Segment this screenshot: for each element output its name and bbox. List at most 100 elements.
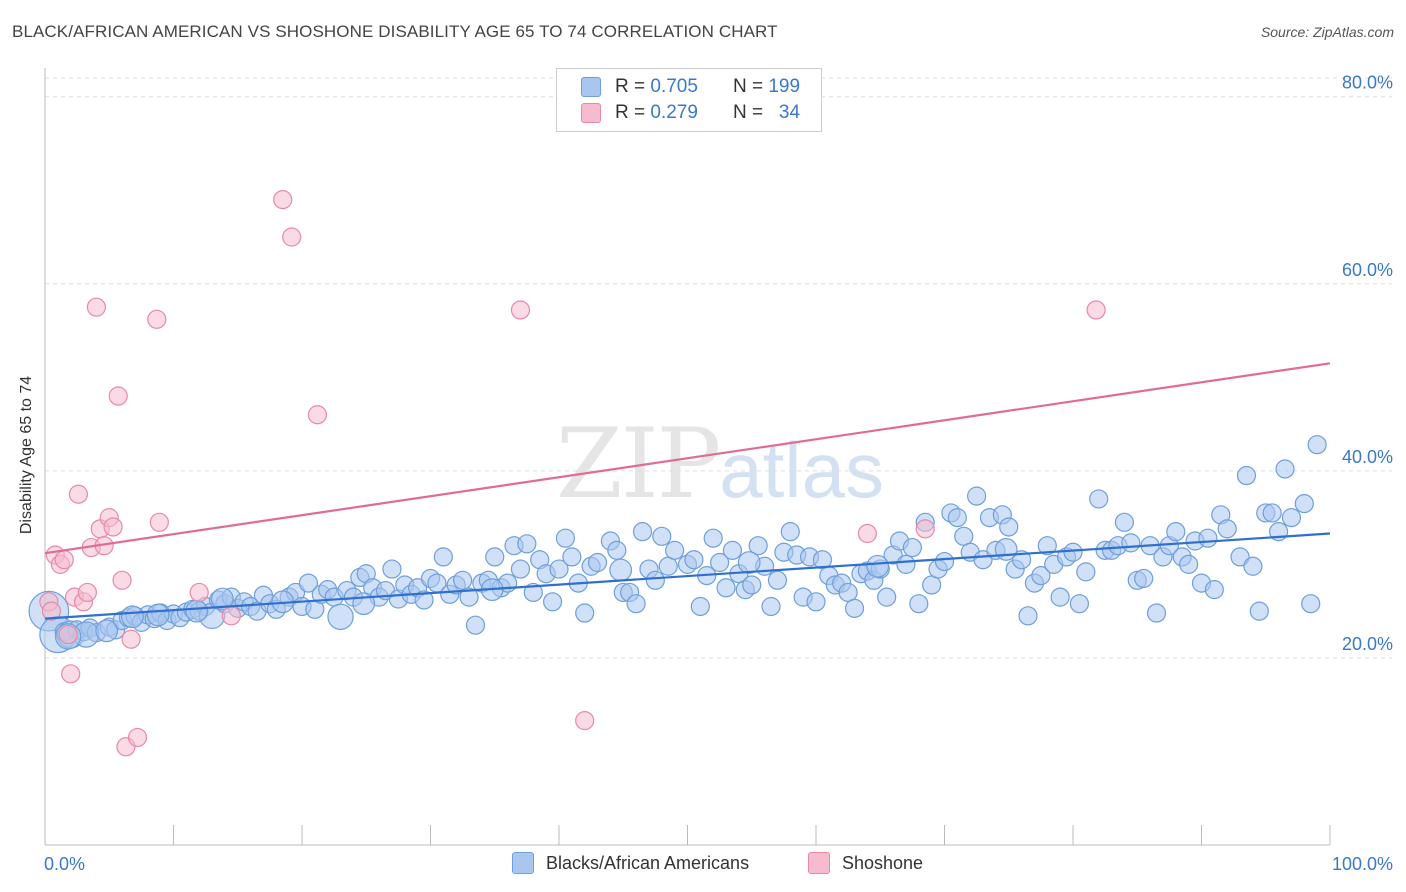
data-point-blacks [562, 547, 582, 567]
data-point-blacks [510, 559, 531, 579]
data-point-blacks [1262, 503, 1282, 523]
data-point-blacks [433, 547, 453, 567]
data-point-blacks [909, 594, 929, 614]
trend-lines [44, 362, 1331, 620]
data-point-blacks [1050, 587, 1070, 607]
data-point-blacks [645, 570, 665, 590]
y-tick-label: 40.0% [1342, 447, 1393, 467]
data-point-blacks [902, 537, 922, 558]
axes [44, 68, 1331, 846]
data-point-blacks [1063, 542, 1083, 562]
legend-swatch-pink [808, 852, 830, 874]
data-point-blacks [453, 570, 473, 590]
data-point-shoshone [108, 386, 128, 406]
data-point-blacks [1069, 594, 1090, 614]
data-point-blacks [967, 486, 987, 506]
data-point-blacks [185, 599, 209, 623]
legend-n-value: 34 [778, 102, 801, 123]
legend-n-value: 199 [768, 76, 801, 97]
data-point-shoshone [189, 582, 209, 603]
data-point-blacks [806, 592, 826, 612]
data-point-shoshone [221, 606, 241, 626]
series-legend: Blacks/African Americans Shoshone [0, 852, 1406, 878]
legend-n-label: N = [732, 102, 764, 123]
data-point-blacks [1146, 603, 1167, 623]
data-point-blacks [587, 552, 608, 573]
legend-item-shoshone[interactable]: Shoshone [808, 852, 923, 874]
data-point-blacks [999, 517, 1019, 537]
legend-row-blacks: R = 0.705 N = 199 [581, 75, 800, 99]
data-point-shoshone [41, 601, 62, 621]
data-point-blacks [120, 605, 144, 629]
data-point-blacks [1236, 465, 1257, 486]
data-point-blacks [632, 522, 653, 542]
data-point-shoshone [282, 227, 302, 247]
data-point-blacks [210, 587, 234, 611]
data-point-shoshone [68, 484, 89, 504]
legend-r-label: R = [615, 76, 646, 97]
data-point-blacks [485, 547, 505, 567]
data-point-blacks [658, 556, 678, 576]
data-point-blacks [607, 540, 627, 560]
data-point-blacks [748, 536, 768, 556]
data-point-blacks [575, 603, 595, 623]
data-point-shoshone [307, 405, 328, 425]
data-point-blacks [710, 552, 730, 573]
data-point-blacks [1134, 568, 1154, 589]
data-point-shoshone [149, 512, 169, 532]
legend-row-shoshone: R = 0.279 N = 34 [581, 101, 800, 125]
tick-labels: 20.0% 40.0% 60.0% 80.0% 0.0% 100.0% [44, 73, 1393, 874]
data-point-blacks [877, 587, 897, 607]
legend-item-blacks[interactable]: Blacks/African Americans [512, 852, 749, 874]
legend-n-label: N = [732, 76, 764, 97]
data-point-blacks [994, 538, 1018, 561]
data-point-shoshone [112, 570, 132, 590]
y-tick-label: 60.0% [1342, 260, 1393, 280]
data-point-blacks [1294, 493, 1314, 514]
data-point-blacks [684, 550, 704, 570]
data-point-shoshone [61, 664, 81, 684]
data-point-blacks [690, 596, 710, 617]
data-point-blacks [1089, 489, 1109, 509]
data-point-shoshone [1086, 300, 1106, 320]
data-point-blacks [742, 575, 762, 595]
legend-r-label: R = [615, 102, 646, 123]
series-shoshone-points [39, 189, 1106, 757]
data-point-blacks [609, 558, 633, 582]
data-point-blacks [542, 592, 563, 612]
legend-r-value: 0.279 [650, 102, 698, 123]
watermark-zip: ZIP [556, 408, 721, 520]
data-point-blacks [934, 551, 955, 572]
data-point-blacks [954, 526, 974, 546]
data-point-blacks [1230, 547, 1250, 567]
trend-line-blacks [44, 532, 1331, 620]
data-point-shoshone [147, 309, 167, 329]
data-point-blacks [767, 570, 788, 590]
data-point-blacks [382, 559, 402, 579]
data-point-blacks [844, 598, 865, 618]
data-point-blacks [665, 540, 685, 560]
data-point-blacks [555, 528, 576, 548]
y-tick-label: 20.0% [1342, 634, 1393, 654]
data-point-blacks [1249, 601, 1269, 621]
data-point-blacks [1121, 533, 1141, 553]
data-point-blacks [1307, 435, 1327, 455]
data-point-blacks [1198, 528, 1218, 548]
data-point-blacks [626, 594, 646, 614]
data-point-blacks [549, 559, 569, 579]
data-point-blacks [1217, 519, 1237, 539]
data-point-shoshone [273, 189, 293, 210]
data-point-shoshone [54, 550, 74, 570]
data-point-blacks [517, 534, 537, 554]
data-point-blacks [1204, 580, 1224, 600]
data-point-shoshone [915, 519, 935, 539]
data-point-blacks [780, 522, 800, 542]
data-point-blacks [1179, 554, 1199, 574]
data-point-blacks [95, 619, 119, 643]
legend-swatch-blue [512, 852, 534, 874]
data-point-shoshone [510, 300, 531, 320]
data-point-blacks [703, 528, 723, 548]
y-tick-label: 80.0% [1342, 73, 1393, 93]
data-point-blacks [414, 590, 434, 610]
